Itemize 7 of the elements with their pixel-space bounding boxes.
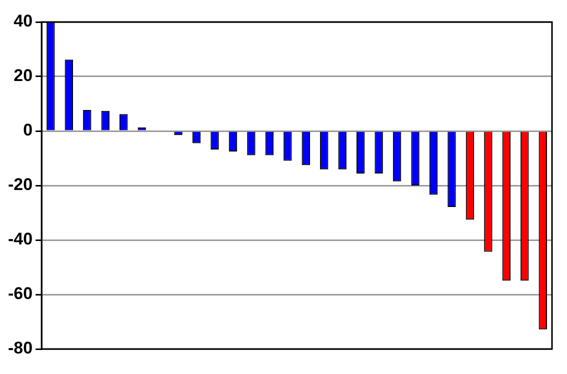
y-tick-label: 0 <box>23 120 33 140</box>
y-tick-label: -80 <box>8 338 33 358</box>
y-tick-label: -20 <box>8 175 33 194</box>
y-tick-label: 20 <box>14 66 33 86</box>
y-tick-label: 40 <box>14 12 33 31</box>
y-tick-label: -60 <box>8 284 33 304</box>
y-tick-label: -40 <box>8 230 33 249</box>
